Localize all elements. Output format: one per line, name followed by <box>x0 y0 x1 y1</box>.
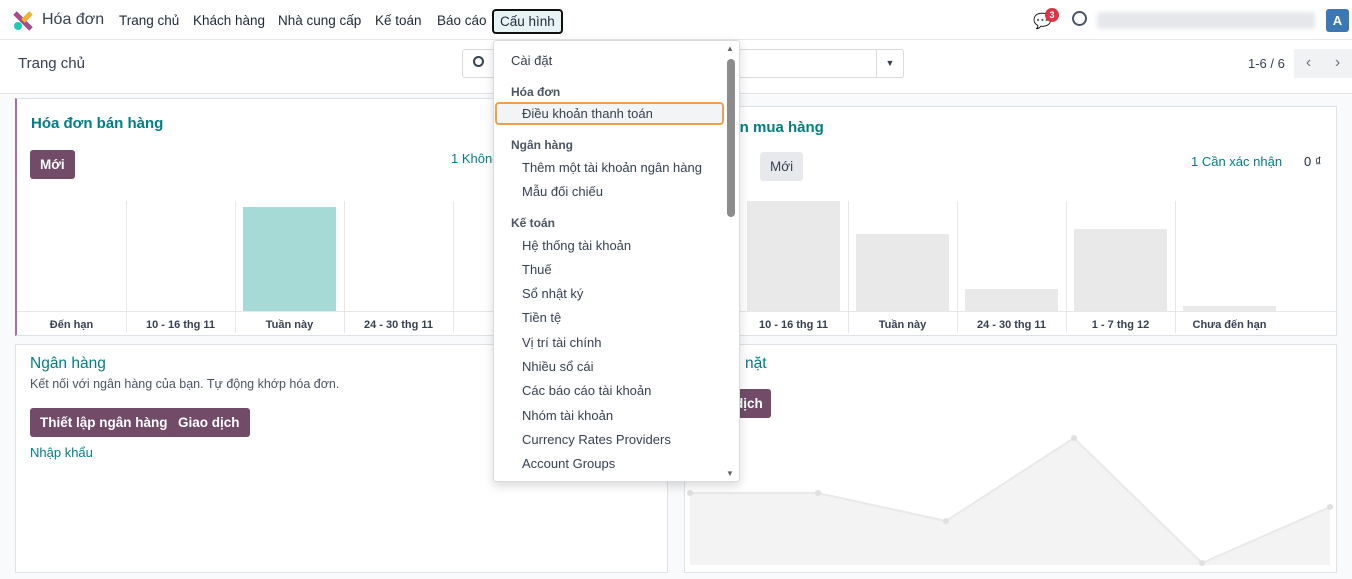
menu-vendors[interactable]: Nhà cung cấp <box>278 13 362 28</box>
dropdown-menu-item[interactable]: Vị trí tài chính <box>522 335 602 350</box>
dropdown-section-header: Ngân hàng <box>511 138 573 152</box>
configuration-dropdown: ▲ ▼ Cài đặt Hóa đơn Điều khoản thanh toán N… <box>493 40 740 482</box>
cash-journal-card: nặt dịch <box>684 344 1337 573</box>
chart-gridline <box>1066 201 1067 333</box>
purchase-journal-card: ơn mua hàng n Mới 1 Cần xác nhận 0 ₫ hạn… <box>638 106 1337 337</box>
sales-new-button[interactable]: Mới <box>30 150 75 179</box>
highlight-frame <box>495 102 724 125</box>
chart-gridline <box>344 201 345 333</box>
chart-gridline <box>453 201 454 333</box>
chart-line <box>690 436 1331 565</box>
search-options-toggle[interactable]: ▼ <box>876 50 903 77</box>
pager-previous-button[interactable]: ‹ <box>1294 49 1323 78</box>
chart-gridline <box>957 201 958 333</box>
purchase-new-button[interactable]: Mới <box>760 152 804 181</box>
menu-customers[interactable]: Khách hàng <box>193 13 266 28</box>
cash-chart <box>687 435 1333 566</box>
search-icon <box>473 56 484 67</box>
chart-bar[interactable] <box>243 206 336 311</box>
scroll-up-arrow-icon[interactable]: ▲ <box>726 44 734 53</box>
chart-x-label: Tuần này <box>878 319 927 331</box>
app-logo-icon <box>13 11 33 31</box>
menu-configuration[interactable]: Cấu hình <box>492 9 563 34</box>
bank-import-link[interactable]: Nhập khẩu <box>30 445 93 460</box>
chart-point[interactable] <box>1199 560 1205 566</box>
chart-bar[interactable] <box>965 289 1058 311</box>
chart-bar[interactable] <box>1074 228 1167 311</box>
chart-gridline <box>235 201 236 333</box>
dropdown-section-header: Hóa đơn <box>511 85 561 99</box>
dropdown-menu-item[interactable]: Thêm một tài khoản ngân hàng <box>522 160 702 175</box>
app-name[interactable]: Hóa đơn <box>42 11 105 28</box>
cash-title[interactable]: nặt <box>745 355 767 372</box>
chart-gridline <box>126 201 127 333</box>
activity-clock-icon[interactable] <box>1072 11 1087 26</box>
chart-bar[interactable] <box>856 234 949 311</box>
bank-transactions-button[interactable]: Giao dịch <box>168 408 250 437</box>
chart-point[interactable] <box>943 518 949 524</box>
chart-bar[interactable] <box>1183 305 1276 311</box>
dropdown-menu-item[interactable]: Tiền tệ <box>522 310 562 325</box>
dropdown-menu-item[interactable]: Mẫu đối chiếu <box>522 184 603 199</box>
dropdown-menu-item[interactable]: Các báo cáo tài khoản <box>522 383 652 398</box>
chart-x-label: Tuần này <box>265 319 314 331</box>
bank-setup-button[interactable]: Thiết lập ngân hàng <box>30 408 178 437</box>
dropdown-scrollbar[interactable] <box>727 59 735 217</box>
messages-badge: 3 <box>1045 8 1059 22</box>
dropdown-menu-item[interactable]: Thuế <box>522 262 552 277</box>
chart-x-label: 24 - 30 thg 11 <box>363 319 434 331</box>
pager-next-button[interactable]: › <box>1323 49 1352 78</box>
chart-point[interactable] <box>1327 504 1333 510</box>
chart-axis <box>685 311 1336 312</box>
dropdown-menu-item[interactable]: Điều khoản thanh toán <box>522 106 653 121</box>
navbar: Hóa đơn Trang chủ Khách hàng Nhà cung cấ… <box>0 0 1352 40</box>
chart-axis <box>17 311 668 312</box>
dropdown-menu-item[interactable]: Hệ thống tài khoản <box>522 238 632 253</box>
chart-x-label: 10 - 16 thg 11 <box>758 319 829 331</box>
dropdown-menu-item[interactable]: Sổ nhật ký <box>522 286 584 301</box>
dropdown-section-header: Kế toán <box>511 216 556 230</box>
chart-point[interactable] <box>687 490 693 496</box>
user-avatar[interactable]: A <box>1326 9 1349 32</box>
purchase-amount[interactable]: 0 ₫ <box>1304 154 1322 169</box>
dropdown-menu-item[interactable]: Nhóm tài khoản <box>522 408 614 423</box>
menu-home[interactable]: Trang chủ <box>119 13 180 28</box>
sales-status-link[interactable]: 1 Không <box>451 151 500 166</box>
dropdown-menu-item[interactable]: Cài đặt <box>511 53 553 68</box>
dropdown-menu-item[interactable]: Nhiều sổ cái <box>522 359 594 374</box>
pager-value: 1-6 / 6 <box>1248 56 1285 71</box>
dropdown-menu-item[interactable]: Account Groups <box>522 456 616 471</box>
purchase-to-validate-link[interactable]: 1 Cần xác nhận <box>1191 154 1283 169</box>
bank-title[interactable]: Ngân hàng <box>30 355 106 372</box>
chart-x-label: 24 - 30 thg 11 <box>976 319 1047 331</box>
menu-accounting[interactable]: Kế toán <box>375 13 422 28</box>
chart-point[interactable] <box>1071 435 1077 441</box>
chart-gridline <box>1175 201 1176 333</box>
sales-chart: Đến hạn 10 - 16 thg 11 Tuần này 24 - 30 thg… <box>17 201 668 337</box>
company-name-blurred[interactable] <box>1097 12 1315 29</box>
chart-x-label: 10 - 16 thg 11 <box>145 319 216 331</box>
chart-point[interactable] <box>815 490 821 496</box>
purchase-title[interactable]: ơn mua hàng <box>729 119 824 136</box>
chart-x-label: Đến hạn <box>49 319 94 331</box>
bank-description: Kết nối với ngân hàng của bạn. Tự động k… <box>30 377 340 391</box>
chart-x-label: 1 - 7 thg 12 <box>1091 319 1150 331</box>
chart-gridline <box>848 201 849 333</box>
chart-bar[interactable] <box>747 201 840 311</box>
menu-reporting[interactable]: Báo cáo <box>437 13 487 28</box>
sales-title[interactable]: Hóa đơn bán hàng <box>31 115 164 132</box>
chart-area <box>690 438 1330 565</box>
scroll-down-arrow-icon[interactable]: ▼ <box>726 469 734 478</box>
dropdown-menu-item[interactable]: Currency Rates Providers <box>522 432 671 447</box>
breadcrumb: Trang chủ <box>18 55 85 72</box>
chart-x-label: Chưa đến hạn <box>1192 319 1267 331</box>
